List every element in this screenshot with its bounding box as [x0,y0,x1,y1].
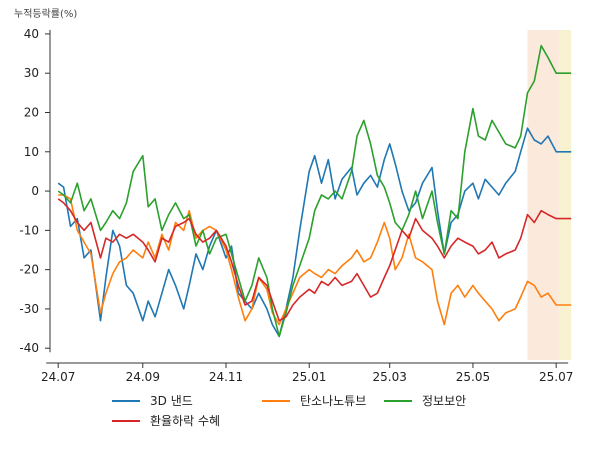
x-tick-label: 25.01 [292,370,326,384]
y-tick-label: -30 [19,302,39,316]
x-tick-label: 25.05 [456,370,490,384]
shaded-range-1 [558,30,572,360]
y-tick-label: -40 [19,341,39,355]
x-tick-label: 24.09 [126,370,160,384]
legend-label-2: 정보보안 [422,394,466,408]
x-tick-label: 24.07 [41,370,75,384]
legend-label-0: 3D 낸드 [150,394,193,408]
shaded-range-layer [527,30,572,360]
x-axis-ticks: 24.07 24.09 24.11 25.01 25.03 25.05 25.07 [41,363,573,384]
y-tick-label: -20 [19,263,39,277]
x-tick-label: 25.07 [539,370,573,384]
x-tick-label: 24.11 [209,370,243,384]
y-tick-label: -10 [19,223,39,237]
x-tick-label: 25.03 [373,370,407,384]
series-line-2 [57,44,572,338]
series-layer [57,44,572,338]
y-tick-label: 40 [24,27,39,41]
y-tick-label: 30 [24,66,39,80]
y-tick-label: 0 [31,184,39,198]
series-line-3 [57,198,572,322]
y-tick-label: 10 [24,145,39,159]
legend-label-3: 환율하락 수혜 [150,414,220,428]
y-axis-ticks: 40 30 20 10 0 -10 -20 -30 -40 [19,27,50,355]
y-tick-label: 20 [24,106,39,120]
series-line-0 [57,127,572,338]
y-axis-title: 누적등락률(%) [14,8,77,20]
shaded-range-0 [527,30,559,360]
series-line-1 [58,194,572,326]
legend-label-1: 탄소나노튜브 [300,394,366,408]
